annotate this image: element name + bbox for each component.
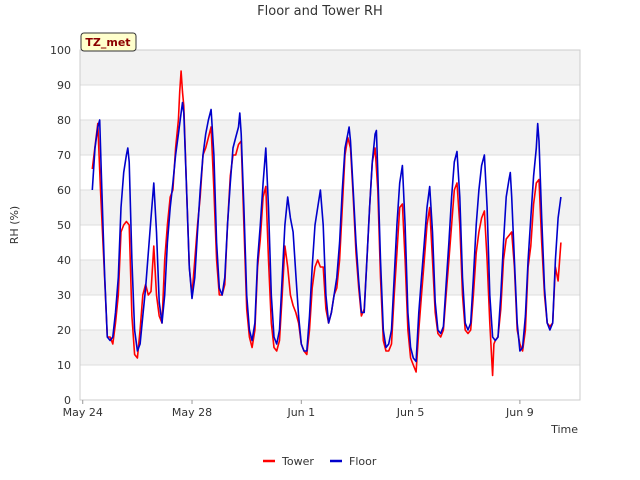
plot-band xyxy=(80,190,580,225)
y-tick-label: 40 xyxy=(57,254,71,267)
x-tick-label: May 28 xyxy=(172,406,212,419)
x-axis: May 24 May 28 Jun 1 Jun 5 Jun 9 xyxy=(63,400,534,419)
plot-band xyxy=(80,330,580,365)
y-axis: 0 10 20 30 40 50 60 70 80 90 100 xyxy=(50,44,71,407)
x-axis-label: Time xyxy=(550,423,578,436)
badge-label: TZ_met xyxy=(85,36,130,49)
legend-label-tower: Tower xyxy=(281,455,314,468)
legend: Tower Floor xyxy=(263,455,377,468)
plot-band xyxy=(80,120,580,155)
chart-title: Floor and Tower RH xyxy=(257,4,383,19)
y-tick-label: 90 xyxy=(57,79,71,92)
y-tick-label: 80 xyxy=(57,114,71,127)
series-lines xyxy=(91,70,562,377)
y-tick-label: 70 xyxy=(57,149,71,162)
x-tick-label: May 24 xyxy=(63,406,103,419)
x-tick-label: Jun 9 xyxy=(505,406,534,419)
y-tick-label: 100 xyxy=(50,44,71,57)
y-tick-label: 30 xyxy=(57,289,71,302)
plot-bands xyxy=(80,50,580,365)
y-axis-label: RH (%) xyxy=(8,206,21,244)
y-tick-label: 10 xyxy=(57,359,71,372)
plot-band xyxy=(80,50,580,85)
y-tick-label: 20 xyxy=(57,324,71,337)
series-line-floor xyxy=(91,101,562,363)
y-tick-label: 50 xyxy=(57,219,71,232)
legend-label-floor: Floor xyxy=(349,455,377,468)
x-tick-label: Jun 1 xyxy=(286,406,315,419)
tz-met-badge: TZ_met xyxy=(80,32,137,52)
y-tick-label: 60 xyxy=(57,184,71,197)
y-tick-label: 0 xyxy=(64,394,71,407)
plot-frame xyxy=(79,49,581,401)
x-tick-label: Jun 5 xyxy=(396,406,425,419)
